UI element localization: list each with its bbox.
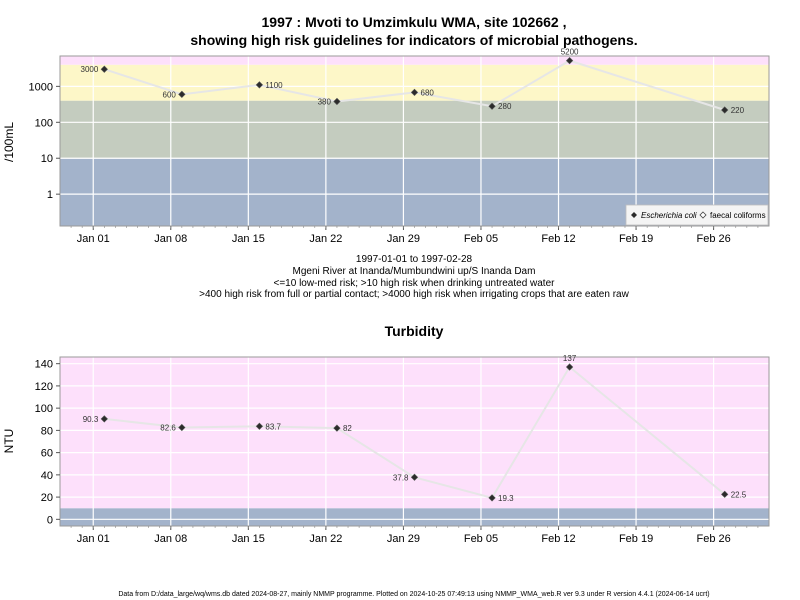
x-tick-label-1: Jan 01 (77, 233, 110, 245)
chart1-title: 1997 : Mvoti to Umzimkulu WMA, site 1026… (262, 14, 567, 30)
data-point-3 (255, 81, 264, 89)
legend-box (625, 204, 769, 226)
data-label-4: 82 (343, 424, 352, 433)
data-point-8 (721, 490, 729, 498)
x-tick-label-3: Jan 15 (232, 533, 265, 545)
x-tick-label-7: Feb 12 (541, 233, 575, 245)
data-point-3 (255, 422, 264, 430)
x-tick-label-9: Feb 26 (696, 533, 730, 545)
data-label-4: 380 (318, 97, 332, 106)
x-tick-label-5: Jan 29 (387, 233, 420, 245)
series-line-1 (104, 365, 726, 500)
data-point-6 (488, 494, 496, 502)
legend-label-faecal-coliforms: faecal coliforms (710, 211, 766, 220)
data-point-4 (333, 424, 341, 432)
legend-marker-faecal-coliforms (699, 211, 707, 219)
x-tick-label-9: Feb 26 (696, 233, 730, 245)
y-tick-label-2: 10 (41, 153, 53, 165)
data-label-1: 3000 (81, 65, 99, 74)
chart1-caption-line-2: Mgeni River at Inanda/Mumbundwini up/S I… (293, 266, 536, 277)
data-point-7 (565, 57, 574, 65)
legend: Escherichia coli faecal coliforms (625, 204, 769, 226)
risk-band-2 (60, 100, 769, 159)
x-tick-label-8: Feb 19 (619, 233, 653, 245)
data-point-1 (100, 65, 108, 73)
y-tick-label-4: 60 (41, 448, 53, 460)
chart2-ylabel: NTU (2, 429, 16, 454)
y-tick-label-8: 140 (35, 359, 53, 371)
x-tick-label-5: Jan 29 (387, 533, 420, 545)
data-point-1 (100, 415, 108, 423)
data-label-7: 5200 (561, 48, 579, 57)
data-point-2 (178, 423, 186, 432)
risk-band-1 (60, 508, 769, 526)
chart2-title: Turbidity (385, 323, 444, 339)
data-label-5: 37.8 (393, 473, 409, 482)
data-label-3: 1100 (265, 81, 283, 90)
y-tick-label-7: 120 (35, 381, 53, 393)
chart1-caption-line-4: >400 high risk from full or partial cont… (199, 289, 629, 300)
x-tick-label-8: Feb 19 (619, 533, 653, 545)
legend-marker-ecoli (631, 212, 637, 218)
y-tick-label-5: 80 (41, 425, 53, 437)
data-point-4 (333, 97, 341, 106)
chart1-plot-area-inner (60, 56, 769, 226)
data-point-6 (488, 102, 496, 110)
x-tick-label-6: Feb 05 (464, 533, 498, 545)
y-tick-label-2: 20 (41, 492, 53, 504)
x-tick-label-6: Feb 05 (464, 233, 498, 245)
data-label-3: 83.7 (265, 422, 281, 431)
legend-label-ecoli: Escherichia coli (641, 211, 697, 220)
y-tick-label-3: 100 (35, 117, 53, 129)
data-label-2: 600 (163, 90, 177, 99)
series-line-1 (104, 59, 725, 111)
y-tick-label-1: 1 (47, 189, 53, 201)
data-point-2 (178, 90, 186, 98)
data-label-1: 90.3 (83, 415, 99, 424)
data-point-8 (721, 106, 729, 114)
chart1-caption-line-3: <=10 low-med risk; >10 high risk when dr… (274, 278, 556, 289)
data-label-5: 680 (421, 88, 435, 97)
y-tick-label-3: 40 (41, 470, 53, 482)
x-tick-label-1: Jan 01 (77, 533, 110, 545)
chart2-plot-area: 0 20 40 60 80 100 120 140 Jan 01 Jan 08 Jan 15 Jan … (35, 354, 770, 545)
chart1-plot-area: 1 10 100 1000 Jan 01 Jan 08 Jan 15 Jan 22 Jan 29… (29, 48, 770, 245)
chart2-plot-area-inner (60, 357, 769, 526)
data-label-7: 137 (563, 354, 577, 363)
data-point-5 (410, 88, 419, 97)
y-tick-label-4: 1000 (29, 81, 53, 93)
chart1-subtitle: showing high risk guidelines for indicat… (190, 32, 637, 48)
y-tick-label-1: 0 (47, 514, 53, 526)
risk-band-4 (60, 56, 769, 65)
x-tick-label-2: Jan 08 (154, 233, 187, 245)
y-tick-label-6: 100 (35, 403, 53, 415)
data-point-5 (410, 473, 419, 481)
x-tick-label-2: Jan 08 (154, 533, 187, 545)
chart1-caption-line-1: 1997-01-01 to 1997-02-28 (356, 254, 473, 265)
x-tick-label-7: Feb 12 (541, 533, 575, 545)
data-label-8: 220 (731, 106, 745, 115)
data-label-6: 19.3 (498, 494, 514, 503)
risk-band-2 (60, 357, 769, 509)
data-label-2: 82.6 (160, 423, 176, 432)
x-tick-label-3: Jan 15 (232, 233, 265, 245)
data-label-8: 22.5 (731, 490, 747, 499)
footer-note: Data from D:/data_large/wq/wms.db dated … (118, 591, 709, 598)
x-tick-label-4: Jan 22 (309, 233, 342, 245)
x-tick-label-4: Jan 22 (309, 533, 342, 545)
chart1-ylabel: /100mL (2, 122, 16, 162)
data-label-6: 280 (498, 102, 512, 111)
data-point-7 (565, 363, 574, 371)
